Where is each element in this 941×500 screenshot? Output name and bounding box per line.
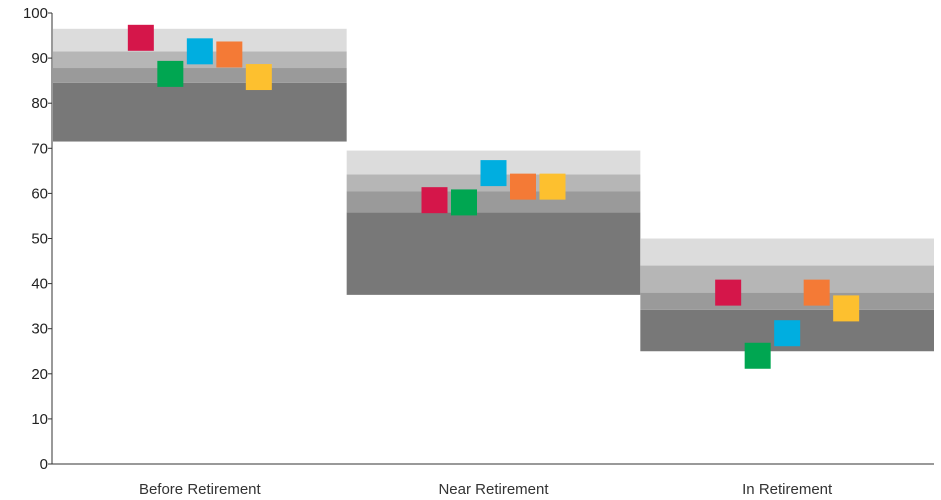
points-layer — [127, 24, 860, 369]
band-1-0 — [346, 212, 641, 295]
bands-layer — [53, 28, 934, 352]
x-category-label-2: In Retirement — [742, 481, 833, 498]
point-series-1-cat-1 — [451, 189, 477, 216]
point-series-3-cat-2 — [803, 279, 830, 306]
labels-layer: 0 10 20 30 40 50 60 70 80 90 100 Before Retirement N… — [23, 5, 833, 498]
point-series-2-cat-2 — [774, 320, 801, 347]
band-2-3 — [640, 238, 934, 266]
point-series-2-cat-0 — [186, 38, 213, 65]
x-category-label-1: Near Retirement — [438, 481, 549, 498]
y-tick-label-60: 60 — [31, 185, 48, 202]
point-series-4-cat-2 — [833, 295, 860, 322]
point-series-1-cat-0 — [157, 60, 184, 87]
point-series-0-cat-1 — [421, 187, 448, 214]
band-2-2 — [640, 265, 934, 293]
band-1-1 — [346, 191, 641, 213]
y-tick-label-10: 10 — [31, 411, 48, 428]
point-series-3-cat-0 — [216, 41, 243, 68]
y-tick-label-20: 20 — [31, 366, 48, 383]
band-0-0 — [53, 82, 347, 142]
point-series-0-cat-2 — [715, 279, 742, 306]
y-tick-label-30: 30 — [31, 321, 48, 338]
y-tick-label-90: 90 — [31, 50, 48, 67]
y-tick-label-80: 80 — [31, 95, 48, 112]
band-0-1 — [53, 68, 347, 83]
y-tick-label-0: 0 — [40, 456, 48, 473]
point-series-0-cat-0 — [127, 24, 154, 51]
point-series-4-cat-1 — [539, 173, 566, 200]
y-tick-label-40: 40 — [31, 276, 48, 293]
point-series-2-cat-1 — [480, 160, 507, 187]
point-series-1-cat-2 — [744, 342, 771, 369]
axis-layer — [48, 12, 934, 465]
point-series-4-cat-0 — [245, 64, 272, 91]
y-tick-label-100: 100 — [23, 5, 48, 22]
y-tick-label-50: 50 — [31, 231, 48, 248]
y-tick-label-70: 70 — [31, 140, 48, 157]
band-2-1 — [640, 292, 934, 310]
point-series-3-cat-1 — [510, 173, 536, 200]
x-category-label-0: Before Retirement — [139, 481, 262, 498]
